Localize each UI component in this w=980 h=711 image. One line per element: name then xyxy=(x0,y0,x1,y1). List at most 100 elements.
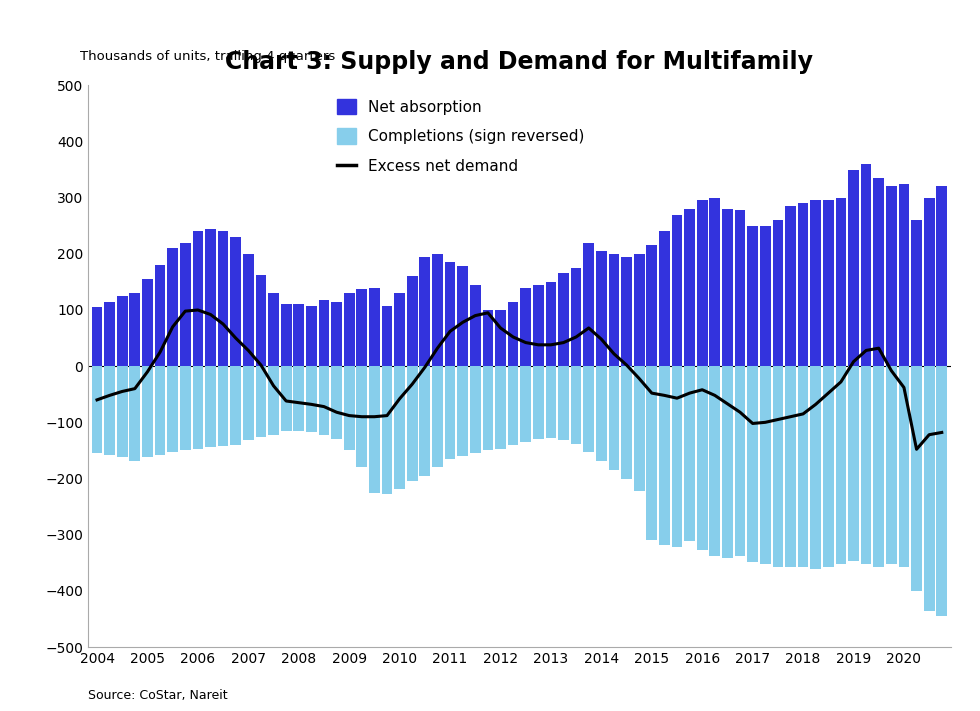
Bar xyxy=(621,366,632,479)
Bar xyxy=(142,279,153,366)
Bar xyxy=(269,366,279,434)
Bar xyxy=(407,277,417,366)
Bar xyxy=(659,366,669,545)
Bar xyxy=(180,366,191,451)
Bar xyxy=(230,237,241,366)
Bar xyxy=(482,310,493,366)
Bar xyxy=(281,366,291,432)
Bar xyxy=(583,242,594,366)
Bar xyxy=(243,366,254,440)
Bar xyxy=(748,226,758,366)
Bar xyxy=(458,366,468,456)
Bar xyxy=(647,366,658,540)
Bar xyxy=(810,201,821,366)
Bar xyxy=(735,366,746,556)
Bar xyxy=(508,301,518,366)
Bar xyxy=(798,366,808,567)
Bar xyxy=(860,164,871,366)
Bar xyxy=(710,366,720,556)
Bar xyxy=(697,201,708,366)
Bar xyxy=(129,366,140,461)
Bar xyxy=(331,301,342,366)
Bar xyxy=(570,366,581,444)
Bar xyxy=(92,366,102,453)
Bar xyxy=(621,257,632,366)
Bar xyxy=(634,254,645,366)
Bar xyxy=(495,310,506,366)
Bar xyxy=(458,266,468,366)
Text: Source: CoStar, Nareit: Source: CoStar, Nareit xyxy=(88,689,227,702)
Bar xyxy=(117,296,127,366)
Bar xyxy=(697,366,708,550)
Bar xyxy=(293,366,304,431)
Bar xyxy=(760,226,770,366)
Bar xyxy=(860,366,871,564)
Bar xyxy=(684,366,695,541)
Bar xyxy=(142,366,153,457)
Bar xyxy=(722,366,733,558)
Bar xyxy=(243,254,254,366)
Bar xyxy=(647,245,658,366)
Bar xyxy=(306,366,317,432)
Bar xyxy=(937,186,947,366)
Bar xyxy=(180,242,191,366)
Bar xyxy=(92,307,102,366)
Bar xyxy=(899,366,909,567)
Bar xyxy=(848,366,858,561)
Bar xyxy=(381,366,392,494)
Bar xyxy=(419,257,430,366)
Bar xyxy=(634,366,645,491)
Bar xyxy=(546,282,557,366)
Bar xyxy=(772,220,783,366)
Bar xyxy=(810,366,821,570)
Bar xyxy=(899,183,909,366)
Bar xyxy=(836,198,847,366)
Bar xyxy=(735,210,746,366)
Bar xyxy=(583,366,594,451)
Bar xyxy=(823,366,834,567)
Bar xyxy=(798,203,808,366)
Bar xyxy=(924,198,935,366)
Bar xyxy=(533,284,544,366)
Text: Thousands of units, trailing 4 quarters: Thousands of units, trailing 4 quarters xyxy=(79,50,335,63)
Bar xyxy=(748,366,758,562)
Bar xyxy=(192,366,203,449)
Bar xyxy=(357,289,368,366)
Bar xyxy=(722,209,733,366)
Bar xyxy=(546,366,557,438)
Bar xyxy=(318,300,329,366)
Bar xyxy=(205,366,216,447)
Bar xyxy=(344,366,355,451)
Bar xyxy=(596,251,607,366)
Bar xyxy=(937,366,947,616)
Bar xyxy=(609,254,619,366)
Legend: Net absorption, Completions (sign reversed), Excess net demand: Net absorption, Completions (sign revers… xyxy=(337,99,584,174)
Bar xyxy=(848,170,858,366)
Bar xyxy=(445,262,456,366)
Bar xyxy=(192,231,203,366)
Bar xyxy=(785,366,796,567)
Bar xyxy=(760,366,770,564)
Bar xyxy=(369,287,380,366)
Bar xyxy=(369,366,380,493)
Bar xyxy=(710,198,720,366)
Bar xyxy=(886,366,897,564)
Bar xyxy=(659,231,669,366)
Bar xyxy=(559,274,568,366)
Bar xyxy=(432,366,443,467)
Bar xyxy=(394,366,405,488)
Bar xyxy=(306,306,317,366)
Bar xyxy=(823,201,834,366)
Bar xyxy=(293,304,304,366)
Bar xyxy=(218,366,228,446)
Bar xyxy=(495,366,506,449)
Bar xyxy=(331,366,342,439)
Bar xyxy=(394,293,405,366)
Bar xyxy=(470,366,480,453)
Bar xyxy=(168,366,178,452)
Bar xyxy=(886,186,897,366)
Bar xyxy=(445,366,456,459)
Bar xyxy=(407,366,417,481)
Bar xyxy=(609,366,619,470)
Bar xyxy=(924,366,935,611)
